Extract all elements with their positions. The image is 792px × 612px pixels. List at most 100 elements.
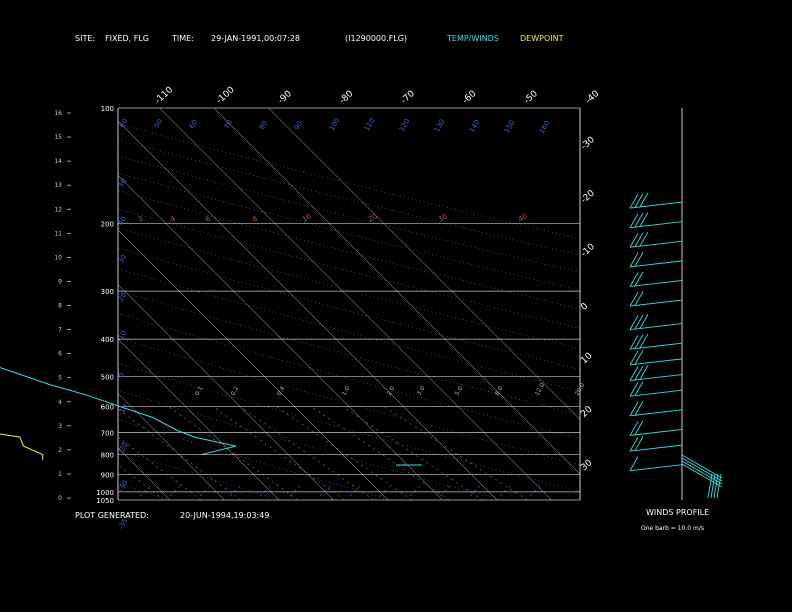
mixing-ratio-label: 2 bbox=[137, 215, 145, 224]
isotherm-label-top: -80 bbox=[338, 89, 356, 106]
wind-barb bbox=[639, 314, 649, 329]
moist-adiabat bbox=[169, 485, 181, 497]
isotherm bbox=[0, 108, 7, 500]
wind-barb-staff bbox=[629, 201, 683, 209]
isobar-label: 400 bbox=[101, 336, 114, 344]
isobar-label: 700 bbox=[101, 429, 114, 437]
wind-barb-staff bbox=[629, 374, 683, 382]
wind-barb bbox=[634, 381, 644, 396]
isotherm bbox=[213, 108, 580, 475]
isotherm-label-right: -20 bbox=[579, 188, 597, 205]
wind-barb-staff bbox=[629, 323, 683, 331]
dry-adiabat-label-top: 110 bbox=[363, 117, 377, 133]
height-label: 15 bbox=[54, 134, 62, 141]
isotherm-label-right: -30 bbox=[579, 135, 597, 152]
wind-profile bbox=[629, 108, 723, 500]
dry-adiabat-label-left: 10 bbox=[117, 329, 128, 341]
height-label: 14 bbox=[54, 158, 62, 165]
time-label: TIME: bbox=[171, 34, 194, 43]
isobar-label: 500 bbox=[101, 373, 114, 381]
moist-adiabat bbox=[499, 485, 511, 497]
isotherm bbox=[159, 108, 552, 500]
wind-barb bbox=[629, 233, 639, 248]
dry-adiabat bbox=[118, 268, 580, 392]
dry-adiabat bbox=[0, 108, 60, 500]
file-value: (I1290000.FLG) bbox=[345, 34, 407, 43]
wind-barb-staff bbox=[629, 358, 683, 366]
wind-barb bbox=[629, 401, 639, 417]
wind-barb-staff bbox=[629, 221, 683, 229]
wind-barb bbox=[639, 192, 649, 208]
wind-barb-staff bbox=[629, 342, 683, 350]
dry-adiabat bbox=[118, 190, 580, 310]
isobar-label: 1050 bbox=[96, 497, 114, 505]
height-label: 1 bbox=[58, 471, 62, 478]
wind-barb-staff bbox=[629, 299, 683, 307]
dry-adiabat bbox=[118, 313, 580, 440]
isobar-label: 600 bbox=[101, 404, 114, 412]
height-label: 5 bbox=[58, 375, 62, 382]
dry-adiabat-label-top: 120 bbox=[398, 117, 412, 133]
dry-adiabat-label-top: 60 bbox=[188, 118, 199, 130]
wind-barb bbox=[634, 252, 644, 267]
dry-adiabat-label-top: 90 bbox=[293, 120, 304, 132]
moist-adiabat bbox=[409, 485, 421, 497]
legend-dew: DEWPOINT bbox=[520, 34, 564, 43]
wind-barb bbox=[629, 315, 639, 330]
isotherm-label-right: 30 bbox=[579, 458, 594, 473]
series-dewpoint bbox=[0, 433, 44, 460]
height-label: 2 bbox=[58, 447, 62, 454]
wind-barb bbox=[629, 252, 639, 268]
dry-adiabat-label-left: 20 bbox=[117, 291, 128, 303]
mixing-ratio-label: 8 bbox=[251, 215, 259, 224]
wind-barb bbox=[634, 436, 644, 451]
isobar-label: 800 bbox=[101, 452, 114, 460]
isotherm-label-right: 20 bbox=[579, 404, 594, 419]
isobar-label: 1000 bbox=[96, 489, 114, 497]
wind-barb bbox=[634, 365, 644, 381]
barb-note: One barb = 10.0 m/s bbox=[641, 525, 704, 532]
dry-adiabat-label-top: 160 bbox=[538, 119, 552, 135]
wind-barb bbox=[629, 334, 639, 350]
series-layer bbox=[0, 366, 422, 466]
wind-barb bbox=[629, 436, 639, 452]
wind-barb-staff bbox=[629, 260, 683, 268]
mixing-ratio-label-lower: 0.1 bbox=[194, 385, 205, 397]
wind-barb bbox=[629, 291, 639, 307]
mixing-ratio-line bbox=[118, 464, 165, 500]
wind-barb-surface bbox=[681, 460, 723, 485]
dry-adiabat bbox=[118, 247, 580, 370]
wind-barb-staff bbox=[629, 428, 683, 436]
wind-barb-surface bbox=[681, 454, 723, 479]
mixing-ratio-label: 40 bbox=[517, 212, 529, 223]
wind-barb bbox=[634, 420, 644, 436]
mixing-ratio-label: 30 bbox=[437, 212, 449, 223]
height-label: 7 bbox=[58, 327, 62, 334]
isotherm-label-right: 0 bbox=[579, 301, 590, 312]
mixing-ratio-label-lower: 2.0 bbox=[386, 385, 397, 397]
mixing-ratio-line bbox=[276, 406, 413, 500]
wind-barb-surface bbox=[681, 463, 723, 488]
moist-adiabat bbox=[139, 485, 151, 497]
wind-barb bbox=[639, 365, 649, 380]
mixing-ratio-label-lower: 8.0 bbox=[494, 385, 505, 397]
dry-adiabat-label-top: 100 bbox=[328, 116, 342, 132]
wind-barb-staff bbox=[629, 409, 683, 417]
dry-adiabat bbox=[118, 208, 580, 329]
wind-barb bbox=[634, 314, 644, 330]
dry-adiabat bbox=[118, 139, 580, 256]
wind-barb-surface-tick bbox=[716, 473, 722, 499]
wind-barb-surface bbox=[681, 457, 723, 482]
dry-adiabat bbox=[118, 390, 503, 500]
label-layer: 1002003004005006007008009001000105016151… bbox=[54, 85, 601, 531]
dry-adiabat-label-top: 140 bbox=[468, 118, 482, 134]
height-label: 16 bbox=[54, 110, 62, 117]
winds-profile-title: WINDS PROFILE bbox=[646, 508, 709, 517]
isotherm-label-right: 10 bbox=[579, 351, 594, 366]
dry-adiabat bbox=[118, 227, 580, 349]
dry-adiabat-label-top: 60 bbox=[118, 117, 129, 129]
dry-adiabat-label-top: 50 bbox=[153, 118, 164, 130]
wind-barb-staff bbox=[629, 280, 683, 287]
isotherm bbox=[118, 229, 389, 500]
